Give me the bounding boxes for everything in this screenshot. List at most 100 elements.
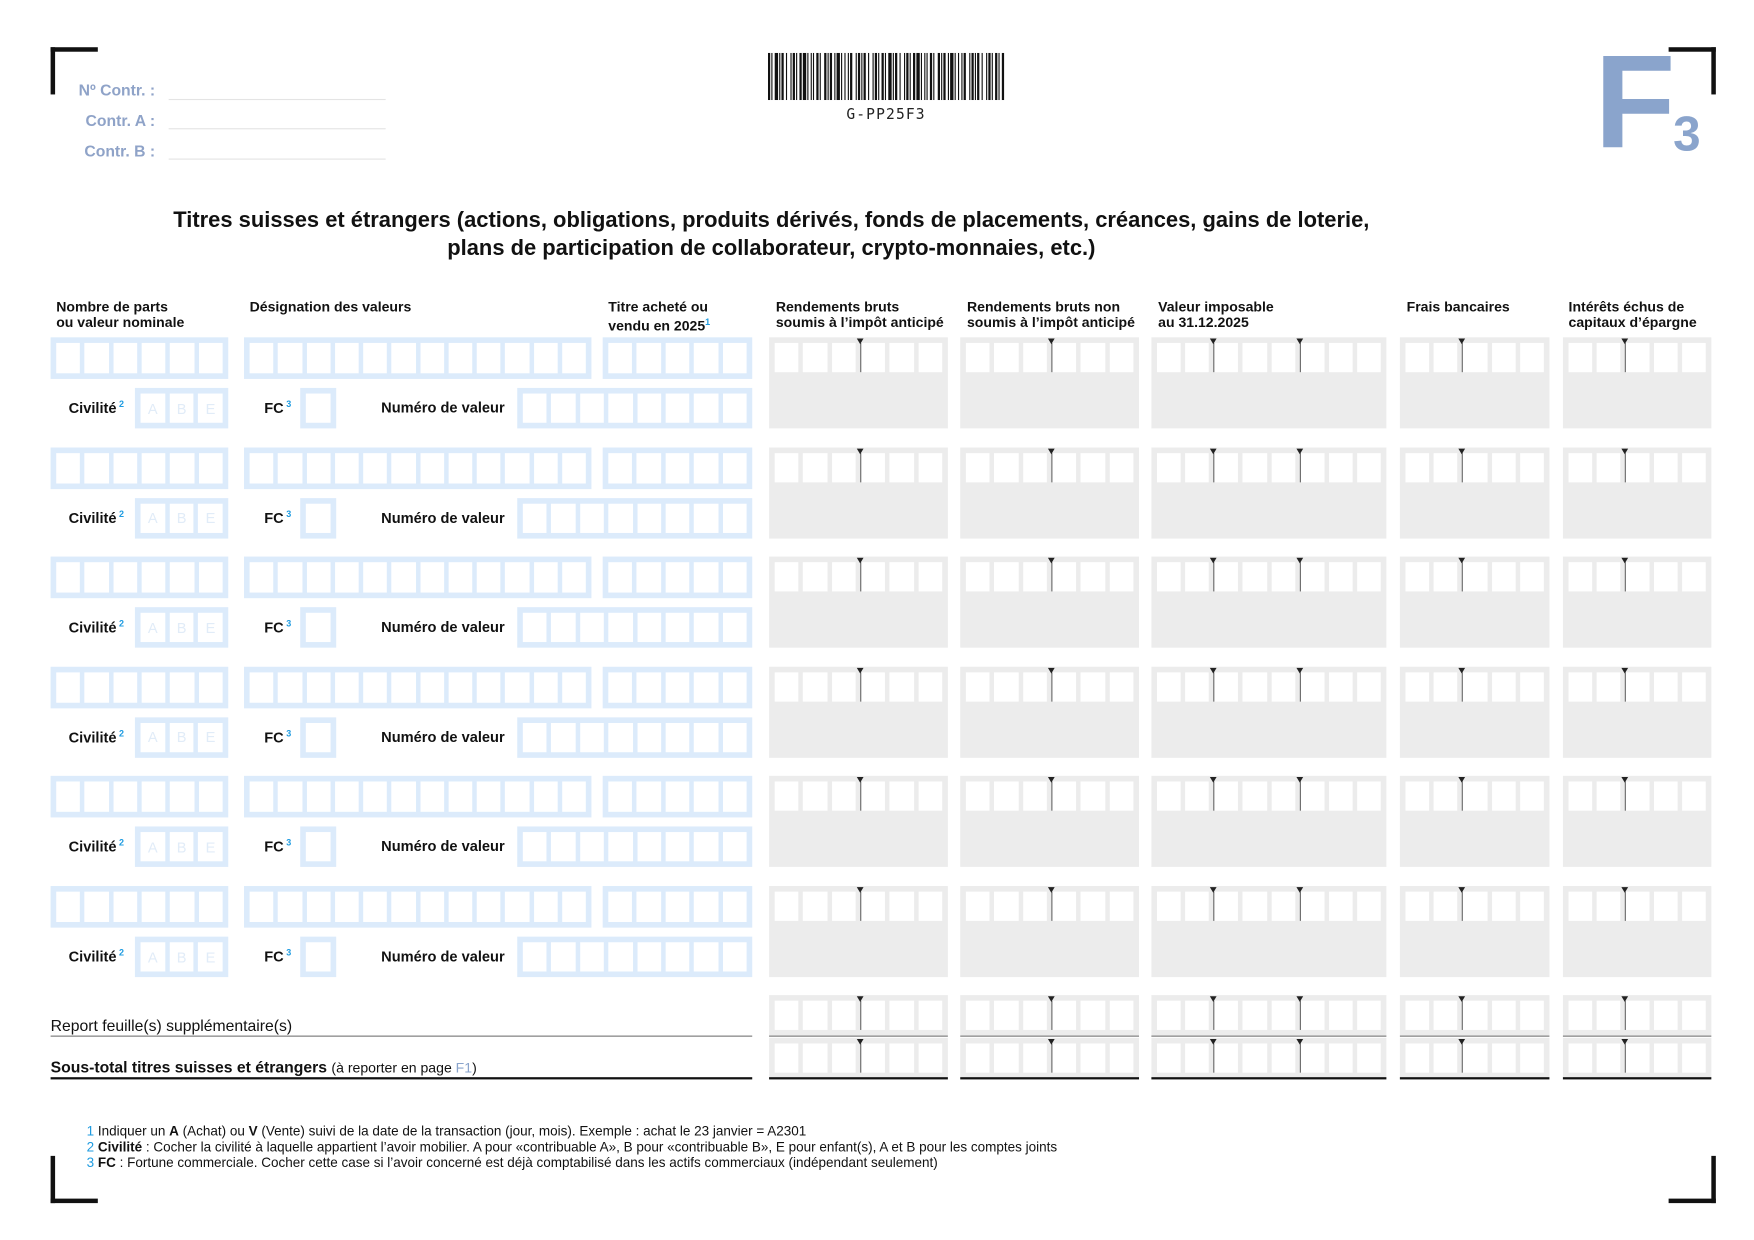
frais-bancaires-field-cell[interactable]	[1491, 342, 1516, 373]
titre-field[interactable]	[602, 447, 753, 489]
rendements-non-soumis-field-cell[interactable]	[1109, 672, 1134, 702]
numero-field-cell[interactable]	[665, 393, 690, 423]
numero-field-cell[interactable]	[665, 722, 690, 752]
numero-field-cell[interactable]	[608, 613, 633, 643]
rendements-non-soumis-field-cell[interactable]	[994, 672, 1019, 702]
nombre-field-cell[interactable]	[198, 562, 223, 593]
nombre-field-cell[interactable]	[113, 342, 138, 374]
valeur-imposable-field-cell[interactable]	[1157, 562, 1181, 592]
designation-field-cell[interactable]	[533, 891, 558, 923]
sous-total-rendements-soumis-field-cell[interactable]	[803, 1043, 828, 1073]
rendements-non-soumis-field-cell[interactable]	[1047, 338, 1077, 373]
rendements-non-soumis-field[interactable]	[960, 556, 1140, 648]
interets-epargne-field-cell[interactable]	[1596, 891, 1621, 921]
designation-field[interactable]	[243, 337, 592, 379]
numero-field-cell[interactable]	[551, 503, 576, 533]
rendements-non-soumis-field-cell[interactable]	[1109, 342, 1134, 373]
valeur-imposable-field-cell[interactable]	[1328, 672, 1353, 702]
rendements-non-soumis-field-cell[interactable]	[1080, 672, 1105, 702]
numero-field-cell[interactable]	[522, 832, 547, 862]
sous-total-valeur-imposable-field-cell[interactable]	[1357, 1043, 1381, 1073]
fc-checkbox[interactable]	[300, 607, 337, 648]
designation-field-cell[interactable]	[306, 781, 331, 813]
civilite-field-cell[interactable]: A	[140, 832, 165, 862]
report-rendements-non-soumis-field-cell[interactable]	[1080, 1000, 1105, 1030]
numero-field-cell[interactable]	[694, 393, 719, 423]
rendements-soumis-field-cell[interactable]	[856, 667, 886, 702]
nombre-field-cell[interactable]	[170, 672, 195, 703]
rendements-soumis-field-cell[interactable]	[803, 452, 828, 482]
frais-bancaires-field-cell[interactable]	[1491, 452, 1516, 482]
rendements-non-soumis-field-cell[interactable]	[1047, 777, 1077, 812]
valeur-imposable-field-cell[interactable]	[1271, 342, 1295, 373]
frais-bancaires-field-cell[interactable]	[1458, 338, 1488, 373]
rendements-soumis-field-cell[interactable]	[918, 781, 943, 812]
numero-field-cell[interactable]	[608, 503, 633, 533]
valeur-imposable-field-cell[interactable]	[1242, 342, 1267, 373]
report-valeur-imposable-field-cell[interactable]	[1328, 1000, 1353, 1030]
rendements-non-soumis-field-cell[interactable]	[1109, 781, 1134, 812]
titre-field-cell[interactable]	[636, 891, 661, 923]
designation-field-cell[interactable]	[419, 672, 444, 703]
sous-total-frais-bancaires-field-cell[interactable]	[1458, 1038, 1488, 1073]
nombre-field-cell[interactable]	[113, 672, 138, 703]
nombre-field-cell[interactable]	[56, 452, 81, 484]
frais-bancaires-field-cell[interactable]	[1458, 448, 1488, 482]
sous-total-frais-bancaires-field[interactable]	[1399, 1037, 1550, 1079]
designation-field-cell[interactable]	[505, 452, 530, 484]
titre-field-cell[interactable]	[665, 342, 690, 374]
interets-epargne-field-cell[interactable]	[1621, 557, 1650, 592]
titre-field-cell[interactable]	[722, 342, 747, 374]
sous-total-valeur-imposable-field-cell[interactable]	[1185, 1043, 1210, 1073]
valeur-imposable-field-cell[interactable]	[1271, 672, 1295, 702]
frais-bancaires-field-cell[interactable]	[1491, 672, 1516, 702]
designation-field-cell[interactable]	[476, 562, 501, 593]
report-rendements-non-soumis-field[interactable]	[960, 995, 1140, 1036]
civilite-field-cell[interactable]: E	[198, 613, 223, 643]
frais-bancaires-field-cell[interactable]	[1458, 887, 1488, 921]
nombre-field[interactable]	[50, 556, 229, 599]
fc-checkbox[interactable]	[300, 387, 337, 429]
sous-total-interets-epargne-field-cell[interactable]	[1621, 1038, 1650, 1073]
titre-field-cell[interactable]	[694, 672, 719, 703]
designation-field-cell[interactable]	[391, 891, 416, 923]
civilite-field-cell[interactable]: B	[169, 942, 194, 972]
nombre-field-cell[interactable]	[198, 342, 223, 374]
designation-field-cell[interactable]	[533, 781, 558, 813]
contr-b-field[interactable]	[168, 158, 386, 160]
rendements-soumis-field-cell[interactable]	[889, 342, 914, 373]
designation-field-cell[interactable]	[448, 672, 473, 703]
valeur-imposable-field-cell[interactable]	[1157, 342, 1181, 373]
numero-field-cell[interactable]	[694, 832, 719, 862]
titre-field-cell[interactable]	[722, 672, 747, 703]
designation-field-cell[interactable]	[448, 342, 473, 374]
numero-field-cell[interactable]	[551, 613, 576, 643]
designation-field-cell[interactable]	[334, 342, 359, 374]
designation-field-cell[interactable]	[278, 342, 302, 374]
valeur-imposable-field-cell[interactable]	[1210, 557, 1239, 592]
valeur-imposable-field-cell[interactable]	[1295, 667, 1325, 702]
rendements-soumis-field-cell[interactable]	[918, 672, 943, 702]
civilite-field-cell[interactable]: B	[169, 832, 194, 862]
numero-field-cell[interactable]	[694, 613, 719, 643]
frais-bancaires-field-cell[interactable]	[1405, 672, 1430, 702]
report-valeur-imposable-field-cell[interactable]	[1271, 1000, 1295, 1030]
numero-field-cell[interactable]	[608, 832, 633, 862]
numero-field-cell[interactable]	[722, 393, 747, 423]
rendements-soumis-field-cell[interactable]	[774, 781, 799, 812]
frais-bancaires-field[interactable]	[1399, 337, 1550, 429]
report-rendements-soumis-field-cell[interactable]	[856, 996, 886, 1030]
interets-epargne-field-cell[interactable]	[1621, 887, 1650, 921]
titre-field-cell[interactable]	[722, 562, 747, 593]
designation-field-cell[interactable]	[249, 891, 274, 923]
rendements-non-soumis-field-cell[interactable]	[1080, 891, 1105, 921]
designation-field-cell[interactable]	[278, 672, 302, 703]
titre-field-cell[interactable]	[636, 781, 661, 813]
valeur-imposable-field-cell[interactable]	[1210, 887, 1239, 921]
valeur-imposable-field-cell[interactable]	[1295, 777, 1325, 812]
titre-field-cell[interactable]	[636, 562, 661, 593]
valeur-imposable-field-cell[interactable]	[1210, 448, 1239, 482]
frais-bancaires-field-cell[interactable]	[1405, 452, 1430, 482]
frais-bancaires-field[interactable]	[1399, 447, 1550, 539]
titre-field-cell[interactable]	[694, 781, 719, 813]
